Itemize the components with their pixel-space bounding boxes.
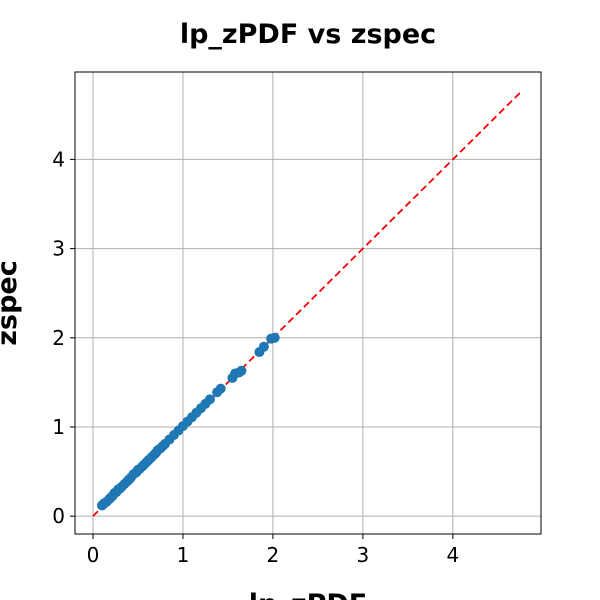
data-point [236, 365, 247, 376]
data-points [96, 332, 280, 511]
plot-frame [74, 71, 542, 535]
x-axis-label: lp_zPDF [249, 589, 367, 600]
chart-title: lp_zPDF vs zspec [180, 19, 436, 50]
data-point [258, 341, 269, 352]
y-tick-label: 3 [52, 237, 65, 261]
grid [75, 72, 541, 534]
x-tick-label: 2 [267, 543, 280, 567]
data-point [204, 394, 215, 405]
y-tick-label: 0 [52, 504, 65, 528]
x-tick-label: 4 [446, 543, 459, 567]
x-tick-label: 3 [357, 543, 370, 567]
y-tick-label: 4 [52, 147, 65, 171]
x-tick-label: 1 [177, 543, 190, 567]
y-axis-label: zspec [0, 260, 23, 345]
x-tick-label: 0 [87, 543, 100, 567]
data-point [269, 332, 280, 343]
data-point [215, 383, 226, 394]
axis-ticks: 0 1 2 3 4 0 1 2 3 4 [52, 147, 459, 567]
y-tick-label: 2 [52, 326, 65, 350]
y-tick-label: 1 [52, 415, 65, 439]
